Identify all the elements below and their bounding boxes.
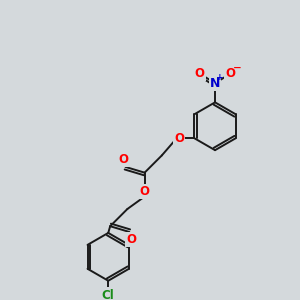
Text: O: O: [118, 153, 129, 166]
Text: O: O: [174, 132, 184, 145]
Text: O: O: [126, 233, 136, 246]
Text: −: −: [233, 63, 242, 73]
Text: O: O: [195, 67, 205, 80]
Text: Cl: Cl: [102, 289, 115, 300]
Text: O: O: [140, 185, 150, 198]
Text: O: O: [225, 67, 235, 80]
Text: +: +: [216, 73, 224, 82]
Text: N: N: [210, 77, 220, 90]
